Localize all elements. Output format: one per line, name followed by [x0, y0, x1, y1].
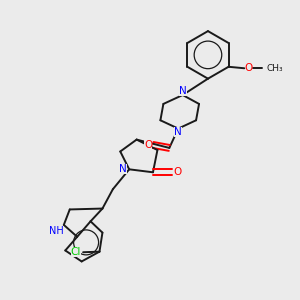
Text: Cl: Cl — [70, 247, 81, 257]
Text: CH₃: CH₃ — [267, 64, 283, 73]
Text: N: N — [174, 128, 182, 137]
Text: O: O — [173, 167, 181, 177]
Text: O: O — [244, 63, 253, 73]
Text: N: N — [119, 164, 127, 174]
Text: N: N — [179, 86, 187, 96]
Text: O: O — [144, 140, 152, 150]
Text: NH: NH — [49, 226, 64, 236]
